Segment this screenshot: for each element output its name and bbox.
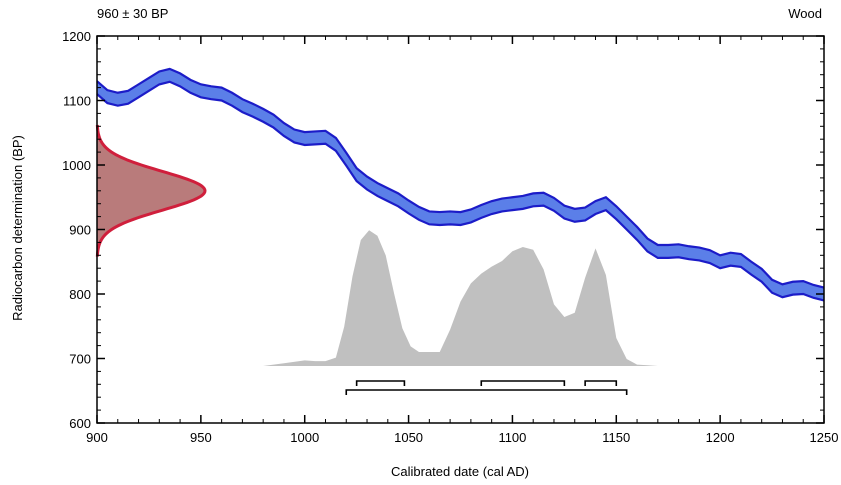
x-tick-label-900: 900 xyxy=(86,430,108,445)
calibration-upper-edge xyxy=(96,67,825,289)
y-tick-label-800: 800 xyxy=(69,287,91,302)
y-tick-label-700: 700 xyxy=(69,352,91,367)
sample-label: 960 ± 30 BP xyxy=(97,6,169,21)
y-tick-label-1200: 1200 xyxy=(62,29,91,44)
posterior-area xyxy=(263,230,741,366)
material-label: Wood xyxy=(788,6,822,21)
x-tick-label-950: 950 xyxy=(190,430,212,445)
y-tick-label-600: 600 xyxy=(69,416,91,431)
x-tick-label-1050: 1050 xyxy=(394,430,423,445)
range-1sigma-2 xyxy=(480,380,566,386)
measurement-distribution xyxy=(95,124,207,257)
range-1sigma-1 xyxy=(355,380,406,386)
x-tick-label-1100: 1100 xyxy=(498,430,526,445)
calibration-band xyxy=(97,68,824,301)
y-tick-label-1100: 1100 xyxy=(63,94,91,109)
x-tick-label-1250: 1250 xyxy=(810,430,839,445)
measurement-fill xyxy=(97,125,205,257)
y-tick-label-900: 900 xyxy=(69,223,91,238)
y-axis-label: Radiocarbon determination (BP) xyxy=(10,135,25,321)
y-tick-label-1000: 1000 xyxy=(62,158,91,173)
x-tick-label-1150: 1150 xyxy=(602,430,630,445)
x-tick-label-1200: 1200 xyxy=(706,430,735,445)
range-1sigma-3 xyxy=(584,380,618,386)
calibration-curve xyxy=(96,67,825,302)
posterior-distribution xyxy=(263,230,741,366)
axes: 900 950 1000 1050 1100 1150 1200 1250 600 700 800 9… xyxy=(62,29,838,445)
x-tick-label-1000: 1000 xyxy=(290,430,319,445)
calibration-lower-edge xyxy=(96,80,825,302)
x-axis-label: Calibrated date (cal AD) xyxy=(391,464,529,479)
measurement-outline xyxy=(95,124,207,257)
range-2sigma-1 xyxy=(345,389,628,395)
probability-ranges xyxy=(345,380,628,395)
